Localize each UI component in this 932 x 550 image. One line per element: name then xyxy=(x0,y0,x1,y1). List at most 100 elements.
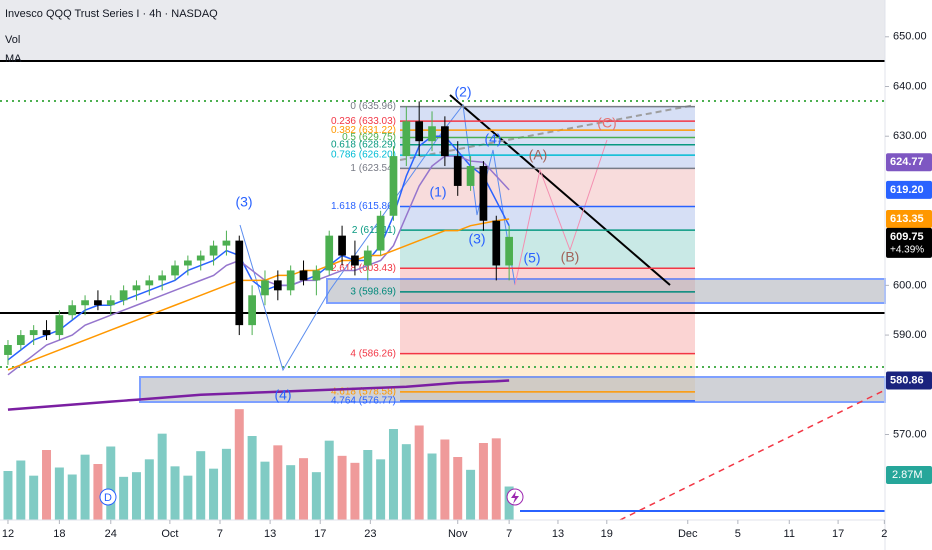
volume-badge-label: 2.87M xyxy=(892,469,923,481)
ma-line xyxy=(7,218,510,371)
volume-bar xyxy=(466,469,476,520)
candle-body xyxy=(505,236,513,266)
candle-body xyxy=(209,245,218,256)
candle-body xyxy=(286,270,295,291)
volume-bar xyxy=(504,486,514,520)
wave-path xyxy=(239,103,516,372)
x-tick-label: 11 xyxy=(784,528,795,540)
candle-body xyxy=(466,166,475,186)
price-badge-label: 624.77 xyxy=(890,156,924,168)
candle-body xyxy=(184,260,192,266)
candle-body xyxy=(68,305,77,316)
x-tick-label: Nov xyxy=(448,528,468,540)
trend-line xyxy=(619,389,886,521)
volume-bar xyxy=(350,462,360,520)
wave-label: (2) xyxy=(454,84,471,100)
candle-body xyxy=(145,280,154,286)
volume-bar xyxy=(363,450,373,520)
candle-body xyxy=(312,270,321,281)
x-tick-label: 5 xyxy=(735,528,741,540)
candle-body xyxy=(363,250,372,266)
x-tick-label: 7 xyxy=(217,528,223,540)
price-badge xyxy=(886,153,932,172)
candle-body xyxy=(132,285,141,291)
candle-body xyxy=(235,240,244,326)
volume-bar xyxy=(376,459,386,520)
volume-bar xyxy=(311,472,321,520)
x-tick-label: 17 xyxy=(832,528,844,540)
fib-label: 2 (611.11) xyxy=(352,225,396,236)
volume-bar xyxy=(144,459,154,520)
fib-label: 4.764 (576.77) xyxy=(331,395,396,406)
candle-body xyxy=(325,235,334,271)
volume-bar xyxy=(42,450,52,520)
candle-body xyxy=(4,345,12,355)
candle-body xyxy=(29,330,38,336)
volume-bar xyxy=(131,472,141,520)
event-marker xyxy=(99,488,117,506)
x-tick-label: 13 xyxy=(552,528,564,540)
fib-label: 4.618 (578.58) xyxy=(331,386,396,397)
candle-body xyxy=(479,166,488,221)
volume-bar xyxy=(260,461,270,520)
candle-body xyxy=(402,121,411,157)
volume-bar xyxy=(16,460,26,520)
fib-label: 1 (623.54) xyxy=(350,163,396,174)
trend-line xyxy=(449,94,671,286)
x-tick-label: Dec xyxy=(678,528,698,540)
volume-bar xyxy=(234,409,244,520)
candle-body xyxy=(119,290,128,301)
y-tick-label: 640.00 xyxy=(893,80,927,92)
zone-box xyxy=(139,376,886,403)
wave-label: (3) xyxy=(468,231,485,247)
fib-label: 4 (586.26) xyxy=(350,348,396,359)
wave-label: (1) xyxy=(429,184,446,200)
volume-bar xyxy=(93,464,103,520)
fib-label: 0.786 (626.20) xyxy=(331,150,396,161)
fib-zone xyxy=(400,230,695,269)
volume-bar xyxy=(299,458,309,520)
volume-bar xyxy=(80,454,90,520)
candle-body xyxy=(376,215,385,251)
volume-bar xyxy=(183,475,193,520)
fib-zone xyxy=(400,206,695,231)
volume-bar xyxy=(440,439,450,520)
x-tick-label: Oct xyxy=(161,528,178,540)
volume-bar xyxy=(3,471,13,520)
candle-body xyxy=(299,270,308,281)
fib-label: 2.618 (603.43) xyxy=(331,263,396,274)
candle-body xyxy=(16,335,25,346)
candle-body xyxy=(106,300,115,306)
volume-bar xyxy=(337,455,347,520)
fib-label: 0 (635.96) xyxy=(350,101,396,112)
price-badge-label: 613.35 xyxy=(890,213,924,225)
candle-body xyxy=(248,295,256,326)
x-tick-label: 17 xyxy=(314,528,326,540)
wave-label: (4) xyxy=(484,131,501,147)
x-tick-label: 23 xyxy=(364,528,376,540)
volume-bar xyxy=(221,448,231,520)
x-tick-label: 7 xyxy=(506,528,512,540)
x-tick-label: 2 xyxy=(881,528,887,540)
price-badge-label: 609.75 xyxy=(890,231,924,243)
x-tick-label: 24 xyxy=(105,528,117,540)
candle-body xyxy=(338,235,346,256)
volume-bar xyxy=(286,465,296,520)
volume-bar xyxy=(324,440,334,520)
wave-label: (3) xyxy=(235,194,252,210)
indicator-label: MA xyxy=(5,53,22,65)
volume-bar xyxy=(157,433,167,520)
volume-bar xyxy=(478,443,488,520)
candle-body xyxy=(55,315,64,336)
price-change-label: +4.39% xyxy=(890,245,924,256)
fib-label: 0.5 (629.75) xyxy=(342,132,396,143)
top-shade xyxy=(0,0,885,60)
candle-body xyxy=(42,330,51,336)
volume-bar xyxy=(106,446,116,520)
y-tick-label: 630.00 xyxy=(893,130,927,142)
price-badge xyxy=(886,209,932,228)
candle-body xyxy=(351,255,359,266)
wave-label: (5) xyxy=(523,250,540,266)
x-tick-label: 13 xyxy=(264,528,276,540)
